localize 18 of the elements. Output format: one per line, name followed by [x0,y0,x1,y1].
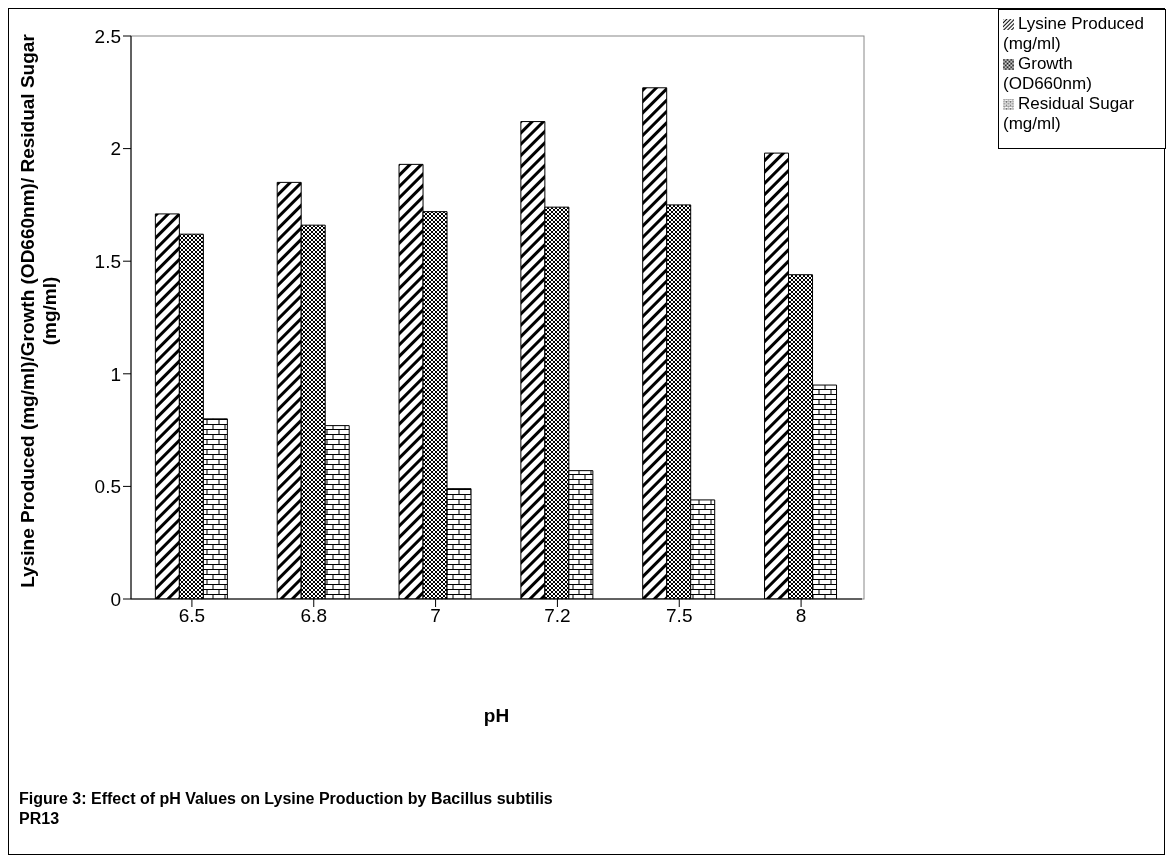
legend-label: Lysine Produced (mg/ml) [1003,14,1145,53]
legend-label: Residual Sugar (mg/ml) [1003,94,1135,133]
x-tick-label: 6.8 [300,605,327,627]
x-axis-title: pH [483,705,510,727]
text: Figure 3: Effect of pH Values on Lysine Production by Bacillus subtilis PR13 [19,789,554,829]
x-tick-label: 6.5 [178,605,206,627]
x-tick-label: 7.5 [666,605,693,627]
y-tick-label: 1.5 [94,250,121,272]
y-tick-label: 1 [110,363,121,385]
y-tick-label: 2.5 [94,25,121,47]
y-tick-label: 0 [110,588,121,610]
legend-label: Growth (OD660nm) [1003,54,1092,93]
x-tick-label: 8 [795,605,807,627]
y-tick-label: 0.5 [94,476,121,498]
y-tick-label: 2 [110,138,121,160]
x-tick-label: 7 [430,605,441,627]
y-axis-title: Lysine Produced (mg/ml)/Growth (OD660nm)/ Residual Sugar (mg/ml) [17,33,61,590]
x-tick-label: 7.2 [544,605,571,627]
